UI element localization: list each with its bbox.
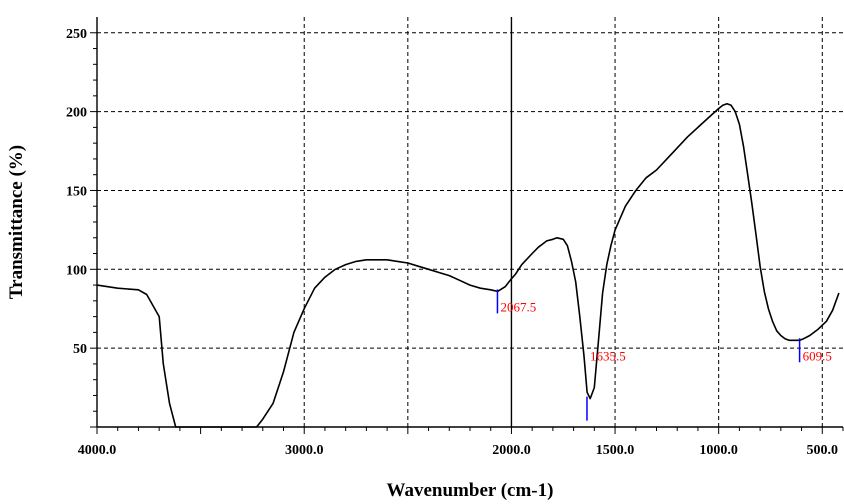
x-tick-label: 1500.0 [596,443,635,458]
tick-labels: 50 100 150 200 250 4000.0 3000.0 2000.0 1500.0 10… [66,27,838,458]
y-tick-label: 100 [66,263,87,278]
x-tick-label: 500.0 [807,443,839,458]
x-tick-label: 1000.0 [699,443,738,458]
y-axis-title: Transmittance (%) [6,145,27,299]
y-tick-label: 250 [66,27,87,42]
y-tick-label: 50 [73,342,87,357]
series-layer [96,102,840,428]
grid-layer [97,17,843,427]
peak-label: 1635.5 [590,349,626,364]
x-tick-label: 3000.0 [285,443,324,458]
spectrum-line [96,102,840,428]
axes [90,17,844,434]
y-tick-label: 200 [66,106,87,121]
y-tick-label: 150 [66,184,87,199]
peak-label: 2067.5 [500,299,536,314]
peak-markers: 2067.5 1635.5 609.5 [496,289,832,421]
peak-label: 609.5 [803,348,832,363]
x-tick-label: 2000.0 [492,443,531,458]
x-axis-title: Wavenumber (cm-1) [387,480,554,501]
x-tick-label: 4000.0 [78,443,117,458]
